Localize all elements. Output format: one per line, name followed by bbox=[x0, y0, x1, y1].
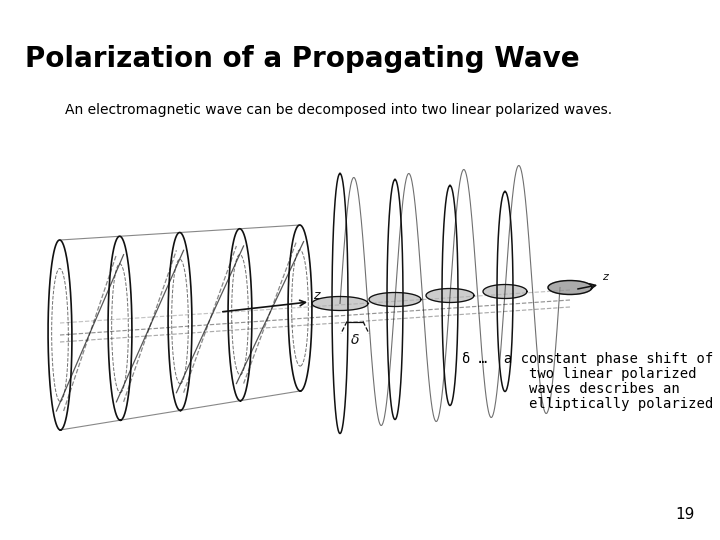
Polygon shape bbox=[483, 285, 527, 299]
Text: z: z bbox=[602, 273, 608, 282]
Text: An electromagnetic wave can be decomposed into two linear polarized waves.: An electromagnetic wave can be decompose… bbox=[65, 103, 612, 117]
Polygon shape bbox=[548, 280, 592, 294]
Text: elliptically polarized wave: elliptically polarized wave bbox=[462, 397, 720, 411]
Text: two linear polarized: two linear polarized bbox=[462, 367, 696, 381]
Text: 19: 19 bbox=[675, 507, 695, 522]
Text: waves describes an: waves describes an bbox=[462, 382, 680, 396]
Text: δ: δ bbox=[351, 333, 359, 347]
Polygon shape bbox=[426, 288, 474, 302]
Polygon shape bbox=[312, 296, 368, 310]
Text: δ …  a constant phase shift of: δ … a constant phase shift of bbox=[462, 352, 714, 366]
Text: Polarization of a Propagating Wave: Polarization of a Propagating Wave bbox=[25, 45, 580, 73]
Polygon shape bbox=[369, 293, 421, 307]
Text: z: z bbox=[313, 289, 320, 302]
